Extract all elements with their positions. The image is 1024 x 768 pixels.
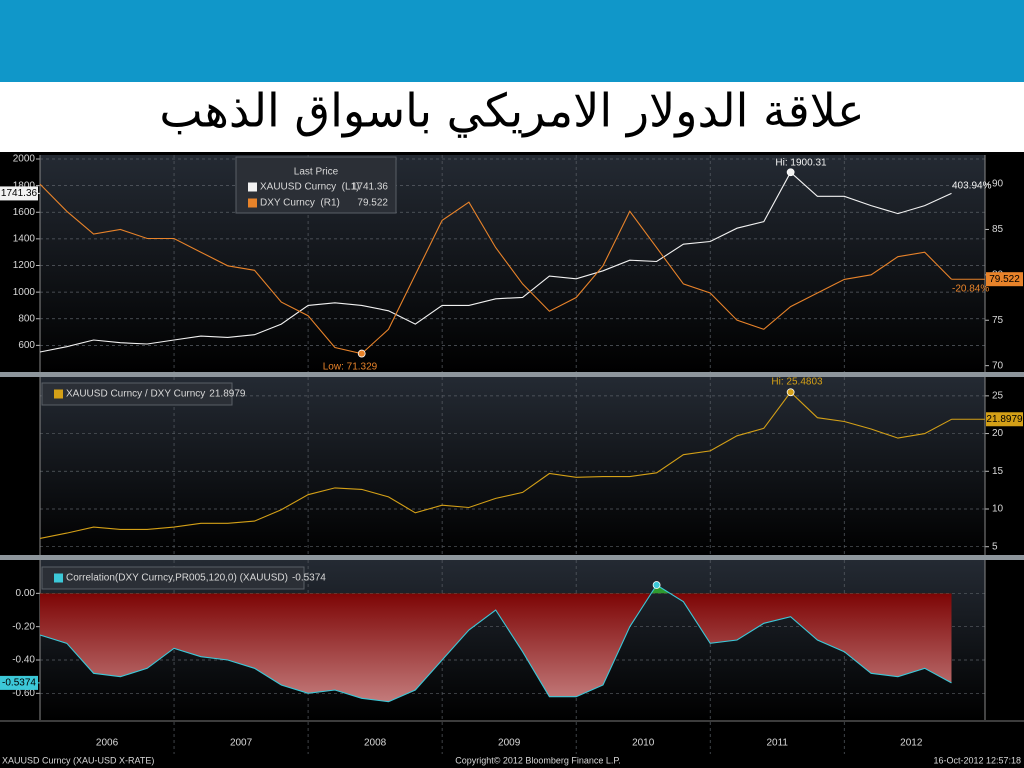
y2-tick-label: 90 <box>992 179 1004 190</box>
series-line <box>39 183 952 355</box>
y2-tick-label: 85 <box>992 224 1004 235</box>
page-title: علاقة الدولار الامريكي باسواق الذهب <box>159 84 864 139</box>
last-value-label: 79.522 <box>989 274 1020 285</box>
last-value-label: -0.5374 <box>2 678 36 689</box>
y-tick-label: 5 <box>992 541 998 552</box>
y-tick-label: 2000 <box>13 154 36 165</box>
series-line <box>39 391 952 539</box>
y-tick-label: -0.60 <box>12 688 35 699</box>
y2-tick-label: 70 <box>992 360 1004 371</box>
footer-center: Copyright© 2012 Bloomberg Finance L.P. <box>455 755 621 765</box>
last-value-box <box>0 675 38 690</box>
last-value-label: 21.8979 <box>986 414 1023 425</box>
y-tick-label: 15 <box>992 466 1004 477</box>
last-value-box <box>0 186 38 201</box>
y-tick-label: 800 <box>18 313 35 324</box>
x-tick-label: 2007 <box>230 738 253 749</box>
footer-left: XAUUSD Curncy (XAU-USD X-RATE) <box>2 755 154 765</box>
y-tick-label: -0.40 <box>12 655 35 666</box>
y-tick-label: 1800 <box>13 180 36 191</box>
panel-background <box>40 377 985 555</box>
y-tick-label: 10 <box>992 504 1004 515</box>
legend-label: XAUUSD Curncy / DXY Curncy <box>66 389 205 400</box>
last-value-box <box>986 412 1023 427</box>
x-tick-label: 2006 <box>96 738 119 749</box>
legend-value: 1741.36 <box>352 182 389 193</box>
area-fill <box>40 593 952 702</box>
legend-swatch <box>54 389 63 399</box>
extreme-marker <box>357 349 366 358</box>
extreme-marker <box>786 168 795 177</box>
series-line <box>39 584 952 703</box>
last-value-box <box>986 272 1023 287</box>
panel-separator <box>0 555 1024 560</box>
legend-label: Correlation(DXY Curncy,PR005,120,0) (XAU… <box>66 573 288 584</box>
x-tick-label: 2012 <box>900 738 923 749</box>
annotation: 403.94% <box>952 181 992 192</box>
legend-title: Last Price <box>294 167 339 178</box>
y-tick-label: 20 <box>992 428 1004 439</box>
legend-label: DXY Curncy (R1) <box>260 198 340 209</box>
annotation: Hi: 1900.31 <box>775 158 827 169</box>
legend-value: 79.522 <box>357 198 388 209</box>
x-tick-label: 2010 <box>632 738 655 749</box>
series-line <box>39 171 952 353</box>
panel-separator <box>0 372 1024 377</box>
legend-box <box>41 566 305 590</box>
annotation: Hi: 25.4803 <box>771 377 823 388</box>
annotation: Low: 71.329 <box>323 362 378 373</box>
title-band <box>0 82 1024 152</box>
x-tick-label: 2008 <box>364 738 387 749</box>
panel-background <box>40 155 985 372</box>
y-tick-label: -0.20 <box>12 621 35 632</box>
y-tick-label: 25 <box>992 390 1004 401</box>
legend-swatch <box>248 182 257 192</box>
y2-tick-label: 75 <box>992 315 1004 326</box>
annotation: -20.84% <box>952 284 989 295</box>
y-tick-label: 600 <box>18 340 35 351</box>
legend-box <box>41 382 233 406</box>
legend-swatch <box>248 198 257 208</box>
top-band <box>0 0 1024 82</box>
footer-right: 16-Oct-2012 12:57:18 <box>933 755 1021 765</box>
y-tick-label: 1000 <box>13 287 36 298</box>
legend-label: XAUUSD Curncy (L1) <box>260 182 359 193</box>
y-tick-label: 1400 <box>13 234 36 245</box>
x-tick-label: 2009 <box>498 738 521 749</box>
extreme-marker <box>652 581 661 589</box>
extreme-marker <box>786 388 795 397</box>
y-tick-label: 0.00 <box>16 588 36 599</box>
legend-box <box>235 156 397 214</box>
y-tick-label: 1200 <box>13 260 36 271</box>
last-value-label: 1741.36 <box>1 188 38 199</box>
legend-swatch <box>54 573 63 583</box>
x-tick-label: 2011 <box>766 738 788 749</box>
legend-value: 21.8979 <box>209 389 246 400</box>
y-tick-label: 1600 <box>13 207 36 218</box>
legend-value: -0.5374 <box>292 573 326 584</box>
